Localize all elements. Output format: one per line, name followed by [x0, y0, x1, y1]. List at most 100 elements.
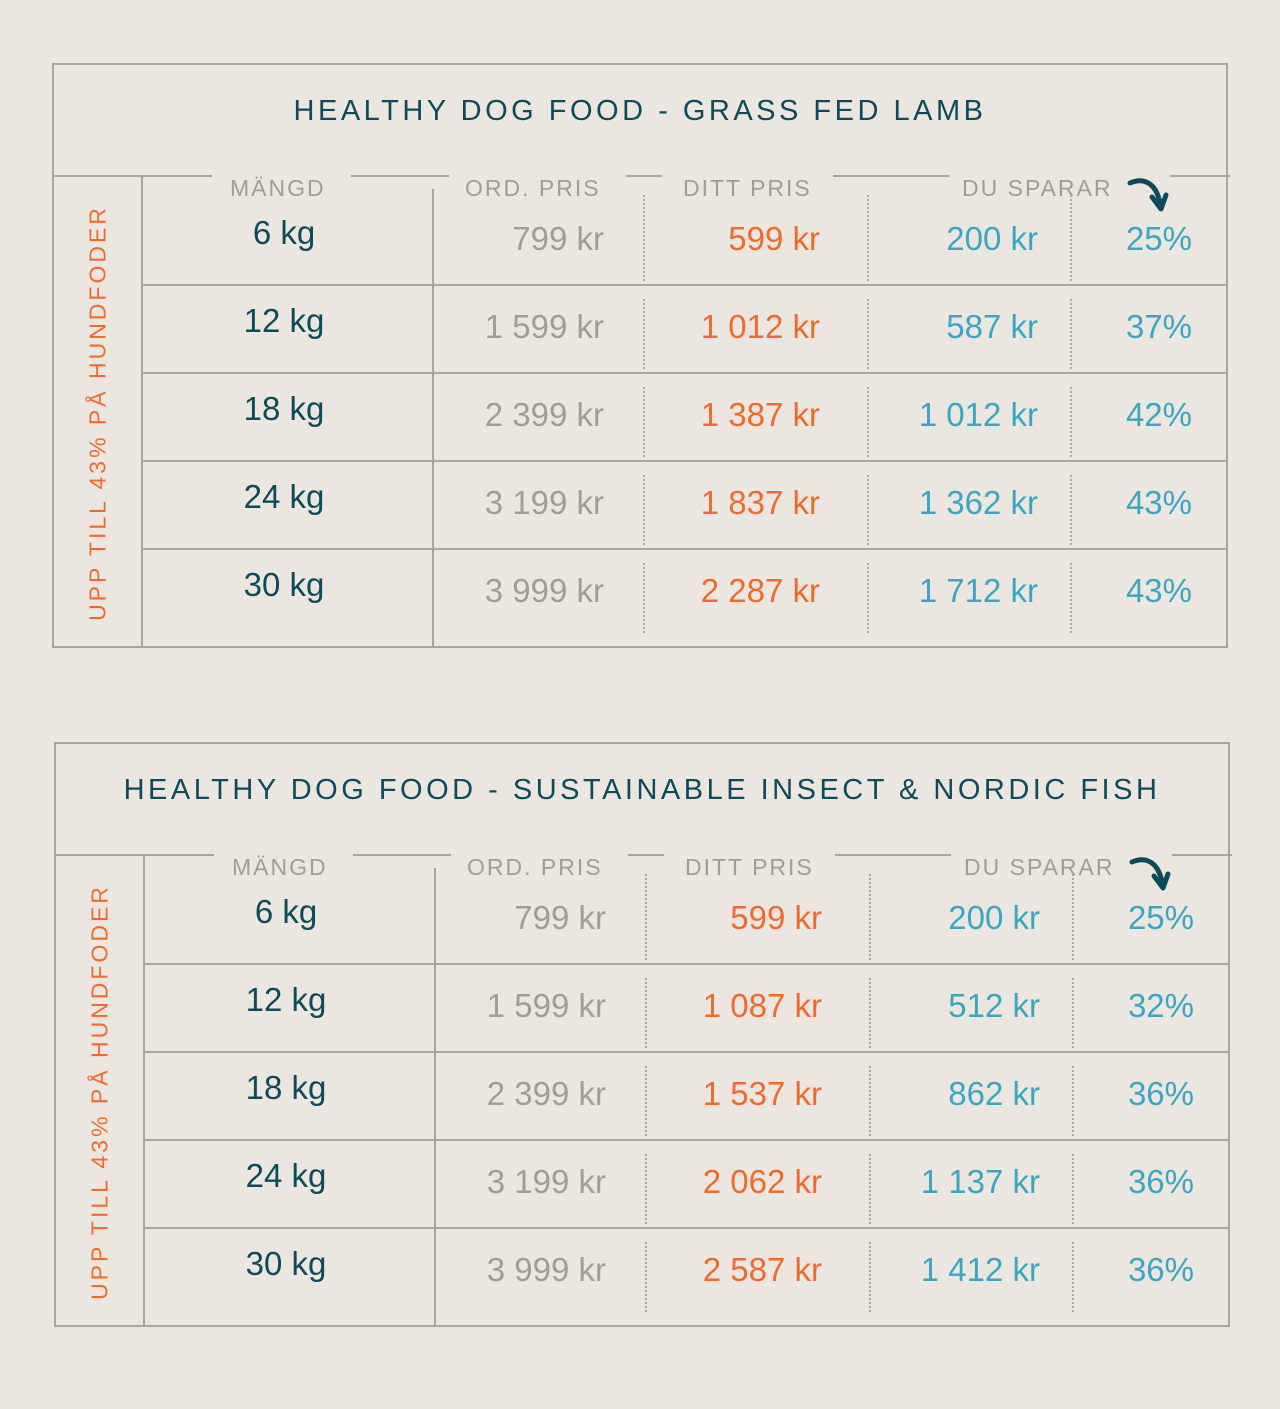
dotted-divider [645, 1066, 647, 1136]
save-amount-cell: 200 kr [948, 899, 1040, 936]
row-divider [144, 1051, 1228, 1053]
save-percent-cell: 25% [1127, 899, 1194, 936]
dotted-divider [643, 195, 645, 281]
save-amount-cell: 1 362 kr [918, 484, 1038, 521]
header-divider [353, 854, 451, 856]
dotted-divider [1070, 387, 1072, 457]
price-table: HEALTHY DOG FOOD - SUSTAINABLE INSECT & … [54, 742, 1232, 1329]
quantity-cell: 24 kg [243, 478, 325, 515]
header-quantity: MÄNGD [232, 854, 328, 880]
quantity-cell: 30 kg [245, 1245, 327, 1282]
header-your-price: DITT PRIS [683, 175, 812, 201]
row-divider [142, 372, 1226, 374]
ord-price-cell: 2 399 kr [484, 396, 604, 433]
dotted-divider [867, 195, 869, 281]
save-percent-cell: 37% [1125, 308, 1192, 345]
price-table: HEALTHY DOG FOOD - GRASS FED LAMB UPP TIL… [52, 63, 1230, 650]
your-price-cell: 599 kr [730, 899, 822, 936]
header-quantity: MÄNGD [230, 175, 326, 201]
save-amount-cell: 1 412 kr [920, 1251, 1040, 1288]
save-percent-cell: 36% [1127, 1075, 1194, 1112]
row-divider [144, 1139, 1228, 1141]
side-divider [141, 175, 143, 648]
dotted-divider [643, 387, 645, 457]
dotted-divider [869, 1154, 871, 1224]
header-ord-price: ORD. PRIS [467, 854, 603, 880]
dotted-divider [1070, 299, 1072, 369]
save-amount-cell: 1 137 kr [920, 1163, 1040, 1200]
dotted-divider [1070, 195, 1072, 281]
side-label: UPP TILL 43% PÅ HUNDFODER [84, 205, 111, 621]
your-price-cell: 1 012 kr [700, 308, 820, 345]
your-price-cell: 2 062 kr [702, 1163, 822, 1200]
dotted-divider [645, 1154, 647, 1224]
header-divider [626, 175, 662, 177]
header-divider [833, 175, 949, 177]
dotted-divider [1072, 1242, 1074, 1312]
save-percent-cell: 25% [1125, 220, 1192, 257]
side-label-cell: UPP TILL 43% PÅ HUNDFODER [54, 177, 142, 650]
save-percent-cell: 32% [1127, 987, 1194, 1024]
header-divider [351, 175, 449, 177]
row-divider [144, 963, 1228, 965]
row-divider [142, 284, 1226, 286]
side-divider [143, 854, 145, 1327]
dotted-divider [867, 475, 869, 545]
dotted-divider [869, 1242, 871, 1312]
save-amount-cell: 862 kr [948, 1075, 1040, 1112]
save-percent-cell: 43% [1125, 572, 1192, 609]
header-ord-price: ORD. PRIS [465, 175, 601, 201]
dotted-divider [645, 874, 647, 960]
row-divider [142, 548, 1226, 550]
quantity-cell: 30 kg [243, 566, 325, 603]
dotted-divider [643, 563, 645, 633]
dotted-divider [1072, 978, 1074, 1048]
quantity-cell: 6 kg [254, 893, 318, 930]
header-divider [1172, 854, 1232, 856]
quantity-cell: 12 kg [245, 981, 327, 1018]
side-label-cell: UPP TILL 43% PÅ HUNDFODER [56, 856, 144, 1329]
your-price-cell: 2 587 kr [702, 1251, 822, 1288]
curved-arrow-down-icon [1128, 854, 1172, 899]
row-divider [144, 1227, 1228, 1229]
ord-price-cell: 1 599 kr [484, 308, 604, 345]
save-amount-cell: 1 012 kr [918, 396, 1038, 433]
ord-price-cell: 799 kr [514, 899, 606, 936]
ord-price-cell: 799 kr [512, 220, 604, 257]
your-price-cell: 1 537 kr [702, 1075, 822, 1112]
header-divider [1170, 175, 1230, 177]
header-divider [628, 854, 664, 856]
save-percent-cell: 42% [1125, 396, 1192, 433]
dotted-divider [1070, 475, 1072, 545]
quantity-cell: 24 kg [245, 1157, 327, 1194]
table-title: HEALTHY DOG FOOD - SUSTAINABLE INSECT & … [123, 774, 1161, 806]
dotted-divider [869, 978, 871, 1048]
dotted-divider [1070, 563, 1072, 633]
dotted-divider [1072, 1066, 1074, 1136]
dotted-divider [1072, 1154, 1074, 1224]
ord-price-cell: 2 399 kr [486, 1075, 606, 1112]
header-divider [54, 175, 212, 177]
dotted-divider [643, 299, 645, 369]
dotted-divider [867, 299, 869, 369]
ord-price-cell: 1 599 kr [486, 987, 606, 1024]
header-divider [56, 854, 214, 856]
your-price-cell: 599 kr [728, 220, 820, 257]
ord-price-cell: 3 199 kr [484, 484, 604, 521]
table-title: HEALTHY DOG FOOD - GRASS FED LAMB [293, 95, 987, 127]
dotted-divider [645, 978, 647, 1048]
save-percent-cell: 43% [1125, 484, 1192, 521]
dotted-divider [645, 1242, 647, 1312]
save-amount-cell: 587 kr [946, 308, 1038, 345]
quantity-cell: 12 kg [243, 302, 325, 339]
dotted-divider [643, 475, 645, 545]
quantity-divider [434, 868, 436, 1327]
ord-price-cell: 3 199 kr [486, 1163, 606, 1200]
save-amount-cell: 1 712 kr [918, 572, 1038, 609]
quantity-cell: 18 kg [243, 390, 325, 427]
save-amount-cell: 512 kr [948, 987, 1040, 1024]
ord-price-cell: 3 999 kr [484, 572, 604, 609]
your-price-cell: 2 287 kr [700, 572, 820, 609]
row-divider [142, 460, 1226, 462]
your-price-cell: 1 087 kr [702, 987, 822, 1024]
